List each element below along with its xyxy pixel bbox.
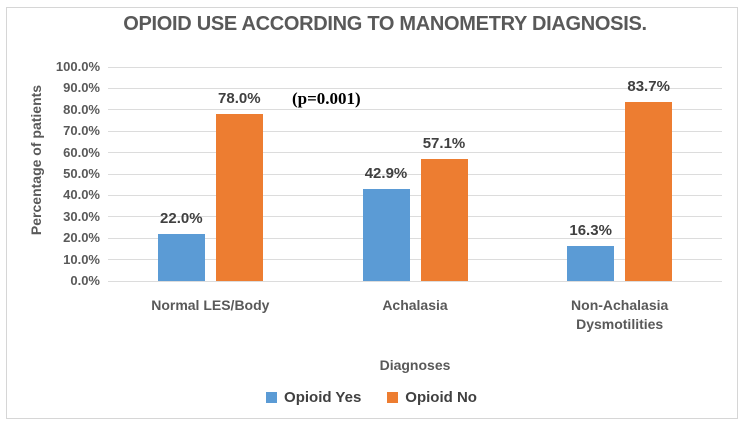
y-tick-label: 0.0% [70,273,100,288]
y-tick-label: 90.0% [63,80,100,96]
legend-swatch-opioid-yes [266,392,278,403]
bar-opioid-yes-achalasia [362,189,410,281]
y-tick-label: 80.0% [63,101,100,117]
bar-value-label: 42.9% [364,165,408,183]
bar-value-label: 16.3% [569,222,612,240]
gridline [108,216,722,218]
y-tick-label: 40.0% [63,187,100,203]
y-tick-label: 30.0% [63,208,100,224]
y-tick-label: 60.0% [63,144,100,160]
bar-value-label: 57.1% [422,134,466,152]
bar-opioid-no-non-achalasia-dysmotilities [625,101,673,281]
bar-opioid-no-normal-les-body [215,114,263,281]
legend-item-opioid-yes: Opioid Yes [266,389,361,406]
gridline [108,130,722,132]
gridline [108,173,722,175]
gridline [108,237,722,239]
gridline [108,87,722,89]
plot-area [108,66,722,282]
gridline [108,66,722,68]
y-tick-label: 50.0% [63,166,100,181]
y-tick-label: 20.0% [63,230,100,246]
gridline [108,194,722,196]
bar-opioid-yes-non-achalasia-dysmotilities [567,246,615,281]
bar-value-label: 22.0% [160,209,203,227]
legend-label: Opioid Yes [284,389,362,406]
legend: Opioid Yes Opioid No [0,389,743,406]
y-tick-label: 10.0% [63,251,100,267]
bar-value-label: 78.0% [218,90,261,108]
bar-opioid-no-achalasia [420,158,468,281]
chart-title: OPIOID USE ACCORDING TO MANOMETRY DIAGNO… [123,13,647,35]
y-tick-label: 100.0% [55,59,100,74]
legend-item-opioid-no: Opioid No [387,389,477,406]
p-value-annotation: (p=0.001) [292,89,361,108]
gridline [108,280,722,282]
legend-label: Opioid No [405,389,477,406]
category-label-achalasia: Achalasia [382,297,448,313]
bar-value-label: 83.7% [627,77,670,95]
category-label-non-achalasia-dysmotilities: Non-Achalasia Dysmotilities [571,297,669,332]
legend-swatch-opioid-no [387,392,399,403]
category-label-normal-les-body: Normal LES/Body [151,297,270,313]
x-axis-title: Diagnoses [379,357,451,373]
gridline [108,152,722,154]
gridline [108,259,722,261]
bar-opioid-yes-normal-les-body [157,233,205,281]
gridline [108,109,722,111]
y-tick-label: 70.0% [63,123,100,139]
